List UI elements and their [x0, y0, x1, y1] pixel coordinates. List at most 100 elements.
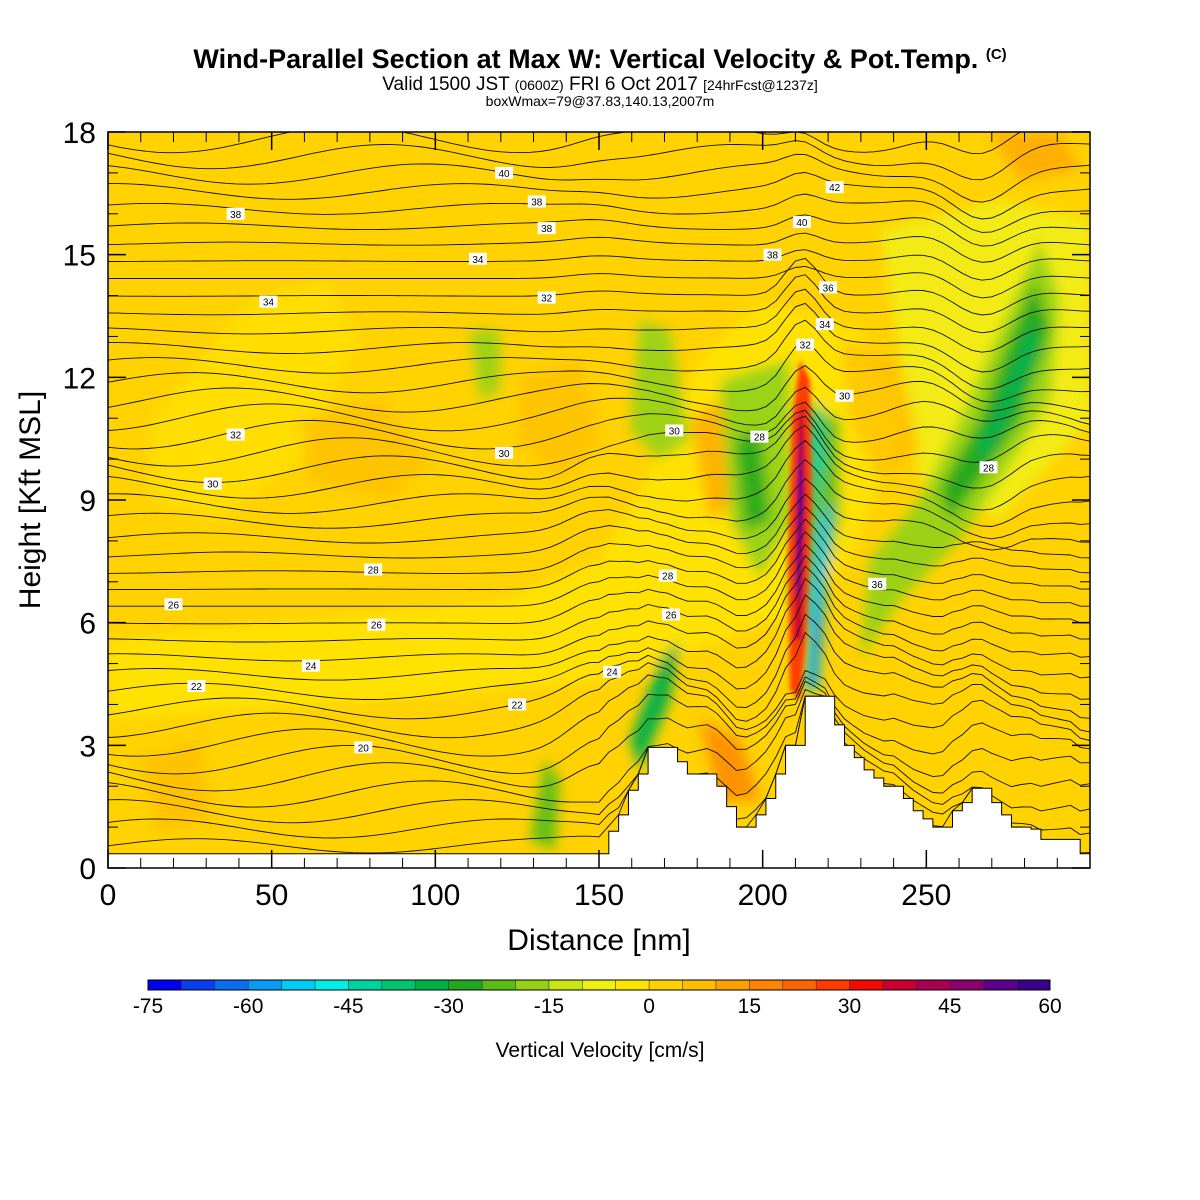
isentrope-line	[108, 680, 1090, 792]
y-tick-label: 6	[79, 608, 96, 641]
valid-prefix: Valid 1500 JST	[382, 74, 510, 95]
contour-label: 28	[750, 430, 769, 444]
y-tick-label: 9	[79, 485, 96, 518]
contour-label-bg	[495, 166, 514, 179]
isentrope-line	[108, 302, 1090, 373]
valid-utc: (0600Z)	[514, 77, 564, 93]
contour-label-text: 28	[368, 566, 380, 577]
contour-label-bg	[495, 446, 514, 459]
isentrope-line	[108, 477, 1090, 551]
isentrope-line	[108, 265, 1090, 299]
contour-label-bg	[537, 222, 556, 235]
contour-label: 32	[796, 338, 815, 352]
isentrope-line	[108, 669, 1090, 757]
contour-label-text: 38	[531, 198, 543, 209]
contour-label-bg	[508, 698, 527, 711]
contour-label-bg	[658, 569, 677, 582]
colorbar-bin	[816, 980, 851, 990]
shade-green-ridge-low	[630, 640, 680, 770]
contour-label-text: 28	[754, 433, 766, 444]
contour-label: 30	[835, 389, 854, 403]
contour-label-text: 42	[829, 183, 841, 194]
contour-label-text: 40	[796, 218, 808, 229]
isentrope-line	[108, 439, 1090, 527]
contour-label: 20	[354, 741, 373, 754]
isentrope-line	[108, 409, 1090, 467]
colorbar-bin	[515, 980, 550, 990]
contour-label: 38	[537, 222, 556, 235]
contour-label-text: 32	[800, 341, 812, 352]
contour-label: 22	[187, 680, 206, 693]
contour-label-bg	[979, 461, 998, 474]
y-tick-label: 15	[63, 240, 96, 273]
colorbar-bin	[181, 980, 216, 990]
colorbar-bin	[448, 980, 483, 990]
y-tick-label: 18	[63, 117, 96, 150]
terrain	[108, 695, 1090, 868]
y-tick-label: 3	[79, 730, 96, 763]
contour-label-text: 36	[872, 580, 884, 591]
shade-green-valley	[530, 760, 560, 850]
colorbar-bin	[248, 980, 283, 990]
isentrope-line	[108, 565, 1090, 662]
isentrope-line	[108, 153, 1090, 203]
contour-label-bg	[603, 665, 622, 678]
contour-label-bg	[364, 563, 383, 576]
contour-label-text: 30	[499, 449, 511, 460]
contour-label-text: 34	[263, 298, 275, 309]
contour-label-bg	[301, 659, 320, 672]
contour-label: 26	[164, 598, 183, 611]
contour-label: 28	[364, 563, 383, 577]
contour-label: 34	[468, 252, 487, 266]
contour-label: 30	[665, 424, 684, 437]
isentrope-line	[108, 531, 1090, 607]
colorbar-bin	[882, 980, 917, 990]
colorbar-bin	[214, 980, 249, 990]
contour-label-text: 28	[983, 463, 995, 474]
title-text: Wind-Parallel Section at Max W: Vertical…	[193, 44, 979, 74]
contour-label: 34	[815, 318, 834, 331]
colorbar-bin	[949, 980, 984, 990]
x-tick-label: 50	[255, 879, 288, 912]
isentrope-line	[108, 274, 1090, 334]
contour-label-text: 38	[230, 210, 242, 221]
isentrope-line	[108, 401, 1090, 450]
x-tick-label: 100	[410, 879, 460, 912]
colorbar-tick-label: 0	[643, 995, 655, 1018]
x-axis: 0 50 100 150 200 250	[100, 132, 1058, 912]
contour-label-text: 30	[669, 426, 681, 437]
x-tick-label: 250	[901, 879, 951, 912]
isentrope-line	[108, 249, 1090, 281]
colorbar-tick-label: -75	[133, 995, 163, 1018]
contour-labels: 40 38 38 38 34 34 32 32 30 30 30 28 28 26 26 26 24 24 22 22…	[164, 166, 998, 754]
isentrope-line	[108, 676, 1090, 775]
contour-label-bg	[259, 295, 278, 308]
colorbar-tick-label: 60	[1038, 995, 1061, 1018]
contour-label: 32	[537, 291, 556, 305]
colorbar-bin	[482, 980, 516, 990]
shade-blue-downdraft	[805, 500, 830, 690]
contour-label: 38	[226, 207, 245, 221]
contour-label: 30	[495, 446, 514, 460]
isentrope-line	[108, 688, 1090, 808]
contour-label-text: 32	[541, 294, 553, 305]
colorbar-tick-label: 45	[938, 995, 961, 1018]
isentrope-line	[108, 493, 1090, 559]
forecast-info: [24hrFcst@1237z]	[703, 77, 818, 93]
colorbar-bin	[782, 980, 817, 990]
shade-orange-1	[300, 400, 430, 500]
contour-label-bg	[815, 318, 834, 331]
colorbar-bin	[1016, 980, 1051, 990]
contour-label-text: 34	[472, 255, 484, 266]
shade-green-upper	[470, 330, 500, 400]
contour-label-text: 26	[168, 600, 180, 611]
contour-label-bg	[796, 338, 815, 351]
velocity-shading	[108, 132, 1090, 850]
contour-label: 28	[979, 461, 998, 474]
shade-orange-4	[840, 340, 920, 480]
contour-label-text: 24	[607, 668, 619, 679]
x-tick-label: 150	[574, 879, 624, 912]
